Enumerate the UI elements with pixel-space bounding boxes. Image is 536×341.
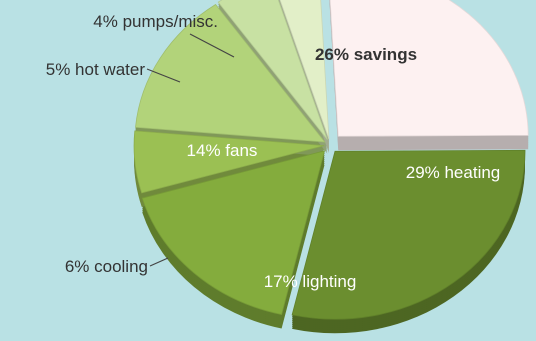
slice-label-4-pumps-misc: 4% pumps/misc. bbox=[93, 12, 218, 31]
leader-lines bbox=[146, 33, 235, 267]
slice-29-heating bbox=[291, 149, 526, 320]
leader-line-6-cooling bbox=[149, 257, 169, 267]
leader-line-4-pumps-misc bbox=[189, 33, 235, 58]
slice-17-lighting bbox=[141, 150, 326, 315]
leader-line-5-hot-water bbox=[146, 68, 181, 83]
slice-14-fans bbox=[135, 3, 326, 143]
pie-slices bbox=[133, 0, 529, 320]
slice-6-cooling bbox=[133, 130, 325, 194]
slice-label-29-heating: 29% heating bbox=[406, 163, 501, 182]
slice-label-17-lighting: 17% lighting bbox=[264, 272, 357, 291]
slice-5-hot-water bbox=[217, 0, 328, 140]
slice-label-14-fans: 14% fans bbox=[187, 141, 258, 160]
slice-labels: 26% savings 29% heating 17% lighting 6% coo… bbox=[46, 12, 501, 291]
slice-label-5-hot-water: 5% hot water bbox=[46, 60, 146, 79]
slice-26-savings bbox=[329, 0, 529, 137]
slice-label-6-cooling: 6% cooling bbox=[65, 257, 148, 276]
slice-label-26-savings: 26% savings bbox=[315, 45, 417, 64]
slice-4-pumps-misc bbox=[279, 0, 330, 140]
